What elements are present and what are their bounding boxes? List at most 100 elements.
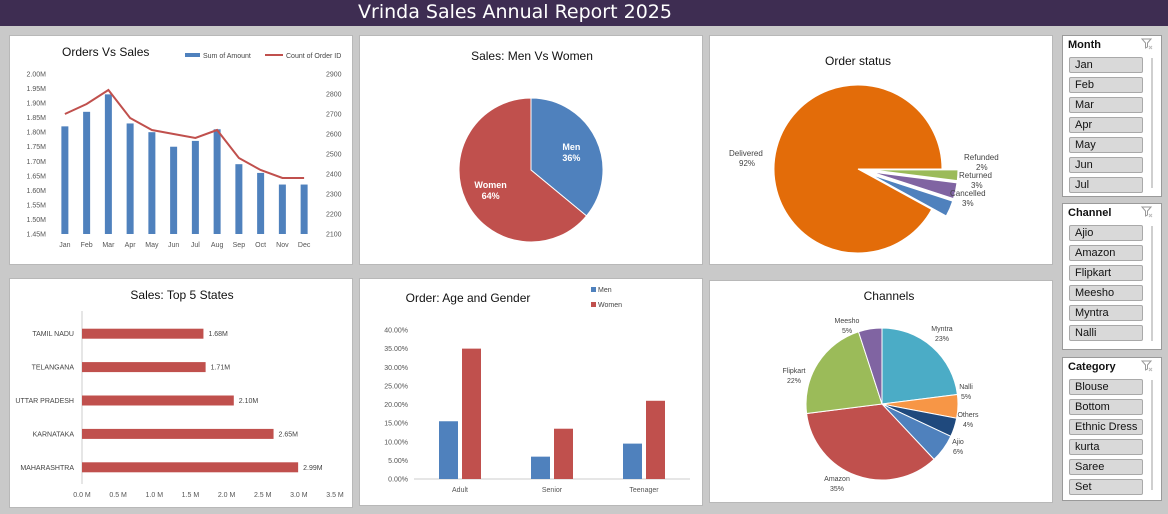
data-label-percent: 4% — [963, 422, 973, 429]
clear-filter-icon[interactable] — [1141, 206, 1153, 218]
slicer-header: Channel — [1068, 207, 1112, 219]
slicer-item[interactable]: kurta — [1069, 439, 1143, 455]
orders-vs-sales-panel[interactable]: Orders Vs Sales Sum of Amount Count of O… — [9, 35, 353, 265]
bar-sum-of-amount[interactable] — [61, 126, 69, 234]
data-label-percent: 35% — [830, 486, 844, 493]
channels-panel[interactable]: Channels Myntra 23% Nalli 5% Others 4% Ajio 6% A… — [709, 280, 1053, 503]
bar-state[interactable] — [82, 362, 206, 373]
slicer-item[interactable]: Ajio — [1069, 225, 1143, 241]
clear-filter-icon[interactable] — [1141, 38, 1153, 50]
bar-sum-of-amount[interactable] — [278, 184, 286, 234]
pie-slice-men[interactable] — [530, 97, 604, 217]
bar-state[interactable] — [82, 328, 204, 339]
y-tick-label: 1.60M — [27, 188, 47, 195]
bar-men[interactable] — [531, 456, 550, 479]
y-tick-label: 1.80M — [27, 130, 47, 137]
bar-sum-of-amount[interactable] — [191, 140, 199, 234]
pie-slice-amazon[interactable] — [806, 403, 935, 481]
bar-sum-of-amount[interactable] — [170, 146, 178, 234]
bar-sum-of-amount[interactable] — [148, 132, 156, 234]
pie-slice-returned[interactable] — [871, 171, 958, 200]
bar-women[interactable] — [646, 400, 665, 479]
slicer-item[interactable]: Bottom — [1069, 399, 1143, 415]
x-tick-label: Nov — [276, 242, 289, 249]
bar-men[interactable] — [439, 421, 458, 479]
x-tick-label: 2.0 M — [218, 492, 236, 499]
orders-vs-sales-chart: Orders Vs Sales Sum of Amount Count of O… — [27, 45, 342, 249]
pie-slice-myntra[interactable] — [881, 327, 958, 405]
slicer-item[interactable]: Myntra — [1069, 305, 1143, 321]
slicer-scrollbar[interactable] — [1151, 380, 1153, 490]
pie-slice-meesho[interactable] — [857, 327, 883, 405]
order-status-panel[interactable]: Order status Delivered 92% Refunded 2% Retur… — [709, 35, 1053, 265]
slicer-item[interactable]: Saree — [1069, 459, 1143, 475]
slicer-item[interactable]: Jan — [1069, 57, 1143, 73]
month-slicer[interactable]: Month Jan Feb Mar Apr May Jun Jul — [1062, 35, 1162, 197]
slicer-scrollbar[interactable] — [1151, 226, 1153, 341]
bar-state[interactable] — [82, 462, 299, 473]
data-label-percent: 5% — [842, 328, 852, 335]
slicer-item[interactable]: May — [1069, 137, 1143, 153]
x-tick-label: 1.5 M — [182, 492, 200, 499]
slicer-item[interactable]: Flipkart — [1069, 265, 1143, 281]
bar-sum-of-amount[interactable] — [83, 111, 91, 234]
x-tick-label: Senior — [542, 487, 563, 494]
pie-slice-refunded[interactable] — [871, 169, 959, 182]
legend-orders: Count of Order ID — [286, 53, 341, 60]
y-tick-label: 1.70M — [27, 159, 47, 166]
pie-slice-women[interactable] — [458, 97, 588, 243]
clear-filter-icon[interactable] — [1141, 360, 1153, 372]
slicer-item[interactable]: Jul — [1069, 177, 1143, 193]
slicer-item[interactable]: Ethnic Dress — [1069, 419, 1143, 435]
x-tick-label: Teenager — [629, 487, 659, 494]
pie-slice-delivered[interactable] — [773, 84, 943, 254]
data-label-percent: 36% — [562, 153, 580, 163]
bar-sum-of-amount[interactable] — [104, 94, 112, 234]
slicer-scrollbar[interactable] — [1151, 58, 1153, 188]
category-label: UTTAR PRADESH — [15, 398, 74, 405]
slicer-item[interactable]: Meesho — [1069, 285, 1143, 301]
channels-chart: Channels Myntra 23% Nalli 5% Others 4% Ajio 6% A… — [783, 289, 979, 493]
data-label-name: Refunded — [964, 153, 999, 162]
data-label: 1.71M — [211, 365, 231, 372]
pie-slice-cancelled[interactable] — [870, 174, 954, 217]
bar-sum-of-amount[interactable] — [213, 129, 221, 234]
bar-sum-of-amount[interactable] — [126, 123, 134, 234]
bar-women[interactable] — [554, 428, 573, 479]
data-label-name: Amazon — [824, 476, 850, 483]
y-tick-label: 15.00% — [384, 421, 408, 428]
age-gender-panel[interactable]: Order: Age and Gender Men Women 40.00% 35… — [359, 278, 703, 506]
bar-women[interactable] — [462, 348, 481, 479]
chart-title: Order: Age and Gender — [406, 291, 531, 305]
slicer-item[interactable]: Feb — [1069, 77, 1143, 93]
men-vs-women-panel[interactable]: Sales: Men Vs Women Men 36% Women 64% — [359, 35, 703, 265]
legend-swatch-men — [591, 287, 596, 292]
category-slicer[interactable]: Category Blouse Bottom Ethnic Dress kurta Sa… — [1062, 357, 1162, 501]
line-count-of-order-id[interactable] — [64, 88, 305, 179]
x-tick-label: 1.0 M — [146, 492, 164, 499]
top-states-panel[interactable]: Sales: Top 5 States 0.0 M 0.5 M 1.0 M 1.5 M… — [9, 278, 353, 508]
bar-sum-of-amount[interactable] — [300, 184, 308, 234]
slicer-item[interactable]: Jun — [1069, 157, 1143, 173]
data-label-name: Delivered — [729, 149, 763, 158]
y2-tick-label: 2500 — [326, 152, 342, 159]
y-tick-label: 1.85M — [27, 115, 47, 122]
data-label-percent: 22% — [787, 378, 801, 385]
slicer-item[interactable]: Apr — [1069, 117, 1143, 133]
slicer-item[interactable]: Mar — [1069, 97, 1143, 113]
data-label-name: Meesho — [835, 318, 860, 325]
bar-sum-of-amount[interactable] — [235, 164, 243, 234]
bar-men[interactable] — [623, 443, 642, 479]
pie-slice-flipkart[interactable] — [805, 331, 883, 415]
channel-slicer[interactable]: Channel Ajio Amazon Flipkart Meesho Myntra Na… — [1062, 203, 1162, 350]
slicer-item[interactable]: Nalli — [1069, 325, 1143, 341]
bar-state[interactable] — [82, 428, 274, 439]
chart-title: Order status — [825, 54, 891, 68]
slicer-item[interactable]: Amazon — [1069, 245, 1143, 261]
bar-sum-of-amount[interactable] — [257, 172, 265, 234]
slicer-item[interactable]: Set — [1069, 479, 1143, 495]
slicer-item[interactable]: Blouse — [1069, 379, 1143, 395]
bar-state[interactable] — [82, 395, 234, 406]
y-tick-label: 2.00M — [27, 72, 47, 79]
